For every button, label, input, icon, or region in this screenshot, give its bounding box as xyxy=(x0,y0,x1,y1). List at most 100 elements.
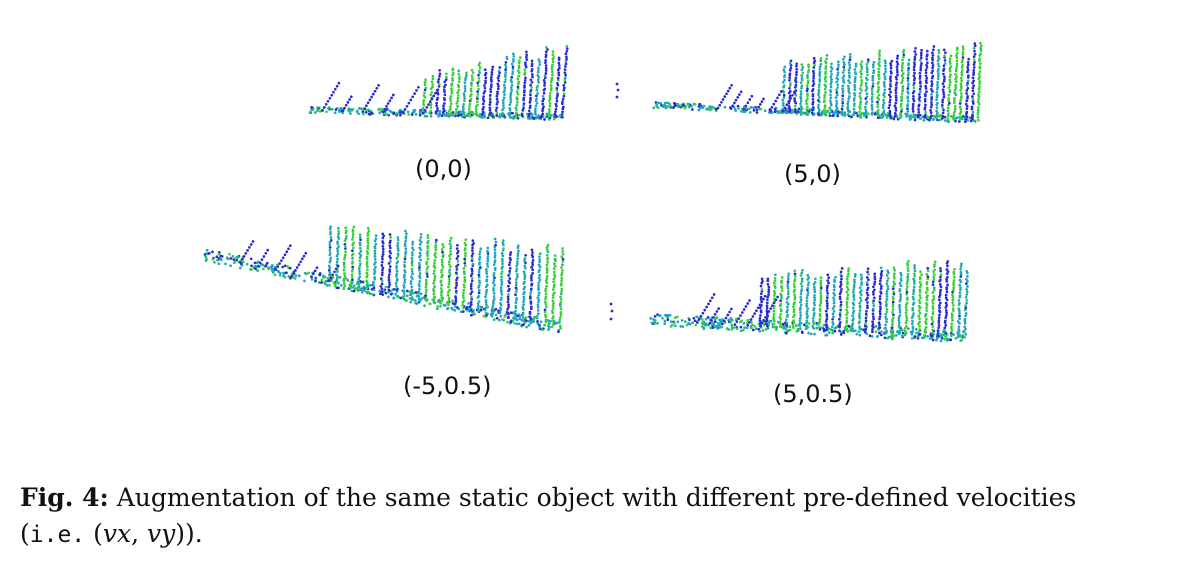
point xyxy=(530,274,533,278)
point xyxy=(514,293,517,297)
point xyxy=(481,97,485,101)
point xyxy=(715,310,719,313)
point xyxy=(315,266,319,270)
point xyxy=(467,107,471,111)
point xyxy=(918,87,922,91)
point-cloud-plot-2 xyxy=(652,41,983,124)
point xyxy=(351,233,355,236)
point xyxy=(938,313,941,317)
point xyxy=(965,301,968,305)
point xyxy=(425,288,428,292)
point xyxy=(772,294,776,297)
point xyxy=(538,63,542,66)
point xyxy=(779,307,783,311)
point xyxy=(871,111,874,115)
point xyxy=(544,50,548,54)
point xyxy=(788,72,792,76)
point xyxy=(824,91,827,94)
point xyxy=(389,236,393,239)
point xyxy=(871,84,875,88)
point xyxy=(793,295,797,299)
point xyxy=(506,311,509,314)
point xyxy=(329,236,333,239)
point xyxy=(972,58,976,62)
point xyxy=(778,320,782,323)
point xyxy=(538,273,541,277)
point xyxy=(795,68,799,71)
point xyxy=(433,262,436,265)
point xyxy=(488,106,492,110)
point xyxy=(853,80,857,84)
point xyxy=(488,95,492,99)
point xyxy=(381,236,385,240)
point xyxy=(509,91,513,95)
point xyxy=(402,289,406,293)
point xyxy=(871,323,875,326)
point xyxy=(834,326,838,329)
point xyxy=(938,290,942,294)
point xyxy=(287,247,290,251)
point xyxy=(523,81,527,85)
point xyxy=(462,299,466,302)
point xyxy=(440,258,444,262)
point xyxy=(892,290,895,294)
point xyxy=(776,111,780,115)
point xyxy=(716,327,720,330)
point xyxy=(959,99,962,103)
point xyxy=(491,304,495,308)
point xyxy=(333,87,337,91)
point xyxy=(485,275,489,278)
point xyxy=(954,69,958,73)
point xyxy=(536,306,540,309)
point xyxy=(546,319,550,322)
point xyxy=(829,85,833,89)
point xyxy=(960,79,964,82)
point xyxy=(374,265,377,269)
point xyxy=(793,313,796,317)
point xyxy=(771,111,774,114)
point xyxy=(845,277,849,281)
point xyxy=(871,79,875,82)
point xyxy=(786,292,790,296)
point xyxy=(440,296,444,300)
point xyxy=(251,240,255,243)
point xyxy=(554,107,558,111)
point xyxy=(860,283,863,287)
point xyxy=(430,80,434,84)
point xyxy=(215,255,219,259)
point xyxy=(913,335,917,338)
point xyxy=(858,87,862,90)
point xyxy=(514,312,518,316)
point xyxy=(358,252,361,255)
point xyxy=(446,290,450,294)
point xyxy=(451,71,455,75)
point xyxy=(817,93,820,97)
point xyxy=(485,288,489,292)
point xyxy=(368,113,372,116)
point xyxy=(878,297,882,301)
point xyxy=(979,49,983,52)
point xyxy=(864,110,868,114)
point xyxy=(536,309,540,312)
point xyxy=(919,53,923,57)
point xyxy=(366,231,370,235)
point xyxy=(522,303,525,306)
point xyxy=(942,48,946,52)
point xyxy=(933,268,937,272)
point xyxy=(767,321,770,325)
point xyxy=(939,285,943,289)
point xyxy=(912,297,915,301)
point xyxy=(884,113,887,117)
point xyxy=(316,109,319,113)
point xyxy=(531,75,534,79)
point xyxy=(522,270,526,274)
point xyxy=(666,101,670,105)
point xyxy=(956,335,960,339)
point xyxy=(781,322,785,326)
caption-comma: , xyxy=(131,519,148,548)
point xyxy=(281,265,285,269)
point xyxy=(543,81,547,85)
point xyxy=(925,61,929,65)
point xyxy=(469,284,473,288)
